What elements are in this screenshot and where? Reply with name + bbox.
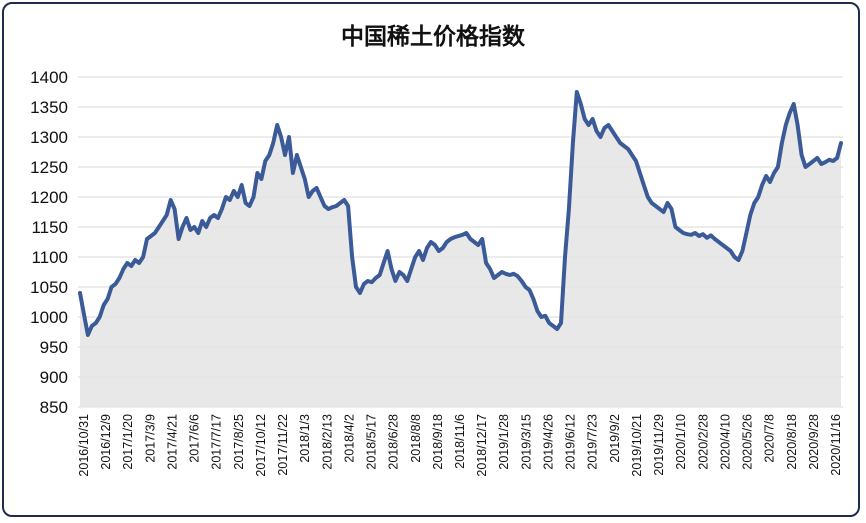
x-tick-label: 2018/6/28 xyxy=(387,414,401,470)
x-tick-label: 2020/9/28 xyxy=(807,414,821,470)
y-tick-label: 1350 xyxy=(30,98,68,117)
x-tick-label: 2016/12/9 xyxy=(99,414,113,470)
x-axis-ticks: 2016/10/31 2016/12/9 2017/1/20 2017/3/9 2017… xyxy=(77,414,843,477)
y-tick-label: 1300 xyxy=(30,128,68,147)
y-tick-label: 850 xyxy=(40,398,68,417)
x-tick-label: 2020/11/16 xyxy=(829,414,843,476)
y-tick-label: 1250 xyxy=(30,158,68,177)
x-tick-label: 2018/4/2 xyxy=(342,414,356,463)
x-tick-label: 2020/2/28 xyxy=(696,414,710,470)
chart-title: 中国稀土价格指数 xyxy=(341,23,526,50)
x-tick-label: 2019/6/12 xyxy=(564,414,578,470)
x-tick-label: 2019/7/23 xyxy=(586,414,600,470)
x-tick-label: 2017/10/12 xyxy=(254,414,268,477)
x-tick-label: 2017/8/25 xyxy=(232,414,246,470)
x-tick-label: 2020/7/8 xyxy=(763,414,777,463)
x-tick-label: 2017/3/9 xyxy=(143,414,157,463)
x-tick-label: 2017/4/21 xyxy=(165,414,179,470)
y-tick-label: 1000 xyxy=(30,308,68,327)
y-tick-label: 900 xyxy=(40,368,68,387)
x-tick-label: 2020/5/26 xyxy=(741,414,755,470)
x-tick-label: 2018/11/6 xyxy=(453,414,467,469)
x-tick-label: 2018/8/8 xyxy=(409,414,423,463)
x-tick-label: 2019/4/26 xyxy=(541,414,555,470)
x-tick-label: 2019/9/2 xyxy=(608,414,622,463)
x-tick-label: 2019/3/15 xyxy=(519,414,533,470)
series-line xyxy=(78,90,843,337)
x-tick-label: 2020/8/18 xyxy=(785,414,799,470)
series-area xyxy=(80,92,841,407)
x-tick-label: 2020/4/10 xyxy=(718,414,732,470)
x-tick-label: 2018/5/17 xyxy=(365,414,379,470)
y-axis-ticks: 850 900 950 1000 1050 1100 1150 1200 1250 1300 135… xyxy=(30,68,68,417)
x-tick-label: 2017/7/17 xyxy=(210,414,224,470)
x-tick-label: 2018/12/17 xyxy=(475,414,489,477)
x-tick-label: 2018/1/3 xyxy=(298,414,312,463)
y-tick-label: 1400 xyxy=(30,68,68,87)
y-tick-label: 1200 xyxy=(30,188,68,207)
x-tick-label: 2019/11/29 xyxy=(652,414,666,476)
x-tick-label: 2018/9/18 xyxy=(431,414,445,470)
x-tick-label: 2017/6/6 xyxy=(188,414,202,463)
x-tick-label: 2020/1/10 xyxy=(674,414,688,470)
x-tick-label: 2017/1/20 xyxy=(121,414,135,470)
x-tick-label: 2019/10/21 xyxy=(630,414,644,477)
x-tick-label: 2019/1/28 xyxy=(497,414,511,470)
y-tick-label: 1100 xyxy=(31,248,68,267)
x-tick-label: 2016/10/31 xyxy=(77,414,91,477)
y-tick-label: 1050 xyxy=(30,278,68,297)
x-tick-label: 2018/2/13 xyxy=(320,414,334,470)
y-tick-label: 950 xyxy=(40,338,68,357)
y-tick-label: 1150 xyxy=(31,218,68,237)
plot-area xyxy=(78,90,843,407)
x-tick-label: 2017/11/22 xyxy=(276,414,290,476)
